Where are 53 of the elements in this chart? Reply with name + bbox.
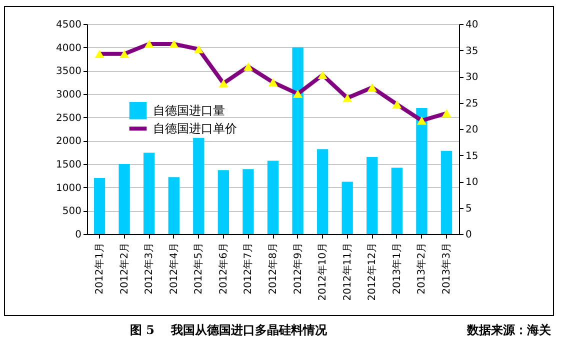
x-tick-label: 2012年6月: [217, 242, 230, 294]
y-tick-label: 1000: [56, 182, 82, 194]
source-note: 数据来源：海关: [467, 322, 551, 339]
x-tick-label: 2012年4月: [168, 242, 180, 294]
y2-tick-label: 25: [466, 98, 478, 110]
bar: [218, 170, 230, 234]
x-tick-label: 2012年3月: [143, 242, 156, 294]
bar: [391, 168, 402, 234]
x-tick-label: 2012年11月: [341, 242, 354, 301]
x-tick-label: 2012年5月: [192, 242, 205, 294]
y-tick-label: 4500: [56, 20, 82, 30]
bar: [342, 182, 353, 234]
y-tick-label: 500: [62, 206, 82, 218]
y-tick-label: 2000: [56, 136, 82, 148]
y-tick-label: 0: [75, 230, 82, 240]
y2-tick-label: 15: [466, 150, 478, 162]
bar: [440, 150, 452, 234]
x-tick-label: 2012年8月: [267, 242, 279, 294]
y-tick-label: 3000: [56, 90, 82, 100]
x-tick-label: 2012年10月: [316, 242, 329, 301]
x-tick-label: 2012年7月: [242, 242, 254, 294]
bar: [292, 47, 304, 234]
y-tick-label: 3500: [56, 66, 82, 78]
bar: [242, 169, 254, 234]
y2-tick-label: 40: [466, 20, 478, 30]
bar: [366, 157, 378, 234]
y2-tick-label: 35: [466, 46, 478, 57]
bar: [267, 160, 279, 234]
y2-tick-label: 0: [466, 230, 472, 240]
y2-tick-label: 10: [466, 177, 478, 188]
x-tick-label: 2013年1月: [390, 242, 403, 294]
x-tick-label: 2012年2月: [118, 242, 130, 294]
text: 图 5 我国从德国进口多晶硅料情况: [130, 322, 328, 339]
bar: [168, 177, 180, 234]
y2-tick-label: 20: [466, 124, 478, 136]
x-tick-label: 2012年1月: [94, 242, 106, 294]
x-tick-label: 2013年2月: [416, 242, 428, 294]
bar: [316, 149, 328, 234]
bar: [144, 152, 155, 234]
y-tick-label: 2500: [56, 112, 82, 124]
y2-tick-label: 5: [466, 203, 472, 214]
legend-label: 自德国进口量: [153, 104, 225, 118]
legend-label: 自德国进口单价: [153, 122, 237, 136]
bar: [416, 108, 428, 234]
x-tick-label: 2012年12月: [366, 242, 378, 301]
y-tick-label: 1500: [56, 160, 82, 170]
x-tick-label: 2013年3月: [440, 242, 452, 294]
x-tick-label: 2012年9月: [292, 242, 304, 294]
y2-tick-label: 30: [466, 72, 478, 83]
bar: [94, 178, 106, 234]
bar: [118, 164, 130, 234]
y-tick-label: 4000: [56, 42, 82, 54]
bar: [193, 138, 204, 234]
